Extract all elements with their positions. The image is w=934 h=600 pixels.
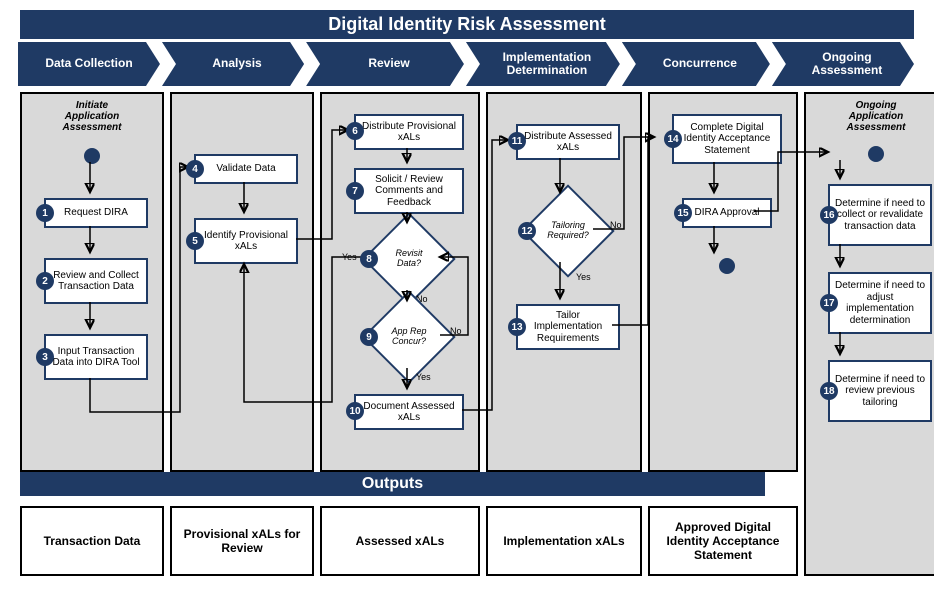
phase-analysis: Analysis	[162, 42, 304, 86]
panel-1: InitiateApplicationAssessment Request DI…	[20, 92, 164, 472]
output-4: Implementation xALs	[486, 506, 642, 576]
col-implementation: Distribute Assessed xALs 11 Tailoring Re…	[486, 92, 642, 590]
step-13-num: 13	[508, 318, 526, 336]
step-5-box: Identify Provisional xALs	[194, 218, 298, 264]
step-4-box: Validate Data	[194, 154, 298, 184]
step-15-num: 15	[674, 204, 692, 222]
step-6-box: Distribute Provisional xALs	[354, 114, 464, 150]
start-dot	[84, 148, 100, 164]
step-8-diamond: Revisit Data?	[376, 226, 442, 292]
step-3-num: 3	[36, 348, 54, 366]
step-14-box: Complete Digital Identity Acceptance Sta…	[672, 114, 782, 164]
step-2-num: 2	[36, 272, 54, 290]
step-15-box: DIRA Approval	[682, 198, 772, 228]
step-4-num: 4	[186, 160, 204, 178]
phase-arrows-row: Data Collection Analysis Review Implemen…	[18, 42, 916, 86]
step-9-label: App Rep Concur?	[376, 304, 442, 370]
label-yes-12: Yes	[576, 272, 591, 282]
output-2: Provisional xALs for Review	[170, 506, 314, 576]
step-9-num: 9	[360, 328, 378, 346]
step-11-num: 11	[508, 132, 526, 150]
step-11-box: Distribute Assessed xALs	[516, 124, 620, 160]
step-3-box: Input Transaction Data into DIRA Tool	[44, 334, 148, 380]
step-17-box: Determine if need to adjust implementati…	[828, 272, 932, 334]
end-dot-concurrence	[719, 258, 735, 274]
panel-3: Distribute Provisional xALs 6 Solicit / …	[320, 92, 480, 472]
step-12-label: Tailoring Required?	[535, 198, 601, 264]
step-7-box: Solicit / Review Comments and Feedback	[354, 168, 464, 214]
phase-ongoing: OngoingAssessment	[772, 42, 914, 86]
caption-initiate: InitiateApplicationAssessment	[22, 100, 162, 133]
step-9-diamond: App Rep Concur?	[376, 304, 442, 370]
step-1-num: 1	[36, 204, 54, 222]
phase-concurrence: Concurrence	[622, 42, 770, 86]
step-7-num: 7	[346, 182, 364, 200]
output-1: Transaction Data	[20, 506, 164, 576]
col-review: Distribute Provisional xALs 6 Solicit / …	[320, 92, 480, 590]
panel-6: OngoingApplicationAssessment Determine i…	[804, 92, 934, 576]
columns-container: InitiateApplicationAssessment Request DI…	[20, 92, 914, 590]
panel-4: Distribute Assessed xALs 11 Tailoring Re…	[486, 92, 642, 472]
step-8-label: Revisit Data?	[376, 226, 442, 292]
col-concurrence: Complete Digital Identity Acceptance Sta…	[648, 92, 798, 590]
title-bar: Digital Identity Risk Assessment	[20, 10, 914, 39]
step-18-box: Determine if need to review previous tai…	[828, 360, 932, 422]
label-no-9: No	[450, 326, 462, 336]
output-5: Approved Digital Identity Acceptance Sta…	[648, 506, 798, 576]
step-12-num: 12	[518, 222, 536, 240]
outputs-bar: Outputs	[20, 472, 765, 496]
caption-ongoing: OngoingApplicationAssessment	[806, 100, 934, 133]
step-14-num: 14	[664, 130, 682, 148]
step-16-box: Determine if need to collect or revalida…	[828, 184, 932, 246]
step-6-num: 6	[346, 122, 364, 140]
col-data-collection: InitiateApplicationAssessment Request DI…	[20, 92, 164, 590]
step-2-box: Review and Collect Transaction Data	[44, 258, 148, 304]
label-yes-9: Yes	[416, 372, 431, 382]
label-no-12: No	[610, 220, 622, 230]
step-1-box: Request DIRA	[44, 198, 148, 228]
col-analysis: Validate Data 4 Identify Provisional xAL…	[170, 92, 314, 590]
step-16-num: 16	[820, 206, 838, 224]
output-3: Assessed xALs	[320, 506, 480, 576]
phase-data-collection: Data Collection	[18, 42, 160, 86]
ongoing-dot	[868, 146, 884, 162]
phase-implementation: ImplementationDetermination	[466, 42, 620, 86]
step-10-num: 10	[346, 402, 364, 420]
step-8-num: 8	[360, 250, 378, 268]
panel-2: Validate Data 4 Identify Provisional xAL…	[170, 92, 314, 472]
step-17-num: 17	[820, 294, 838, 312]
step-12-diamond: Tailoring Required?	[535, 198, 601, 264]
phase-review: Review	[306, 42, 464, 86]
step-13-box: Tailor Implementation Requirements	[516, 304, 620, 350]
step-5-num: 5	[186, 232, 204, 250]
col-ongoing: OngoingApplicationAssessment Determine i…	[804, 92, 934, 590]
step-18-num: 18	[820, 382, 838, 400]
step-10-box: Document Assessed xALs	[354, 394, 464, 430]
label-yes-8: Yes	[342, 252, 357, 262]
panel-5: Complete Digital Identity Acceptance Sta…	[648, 92, 798, 472]
